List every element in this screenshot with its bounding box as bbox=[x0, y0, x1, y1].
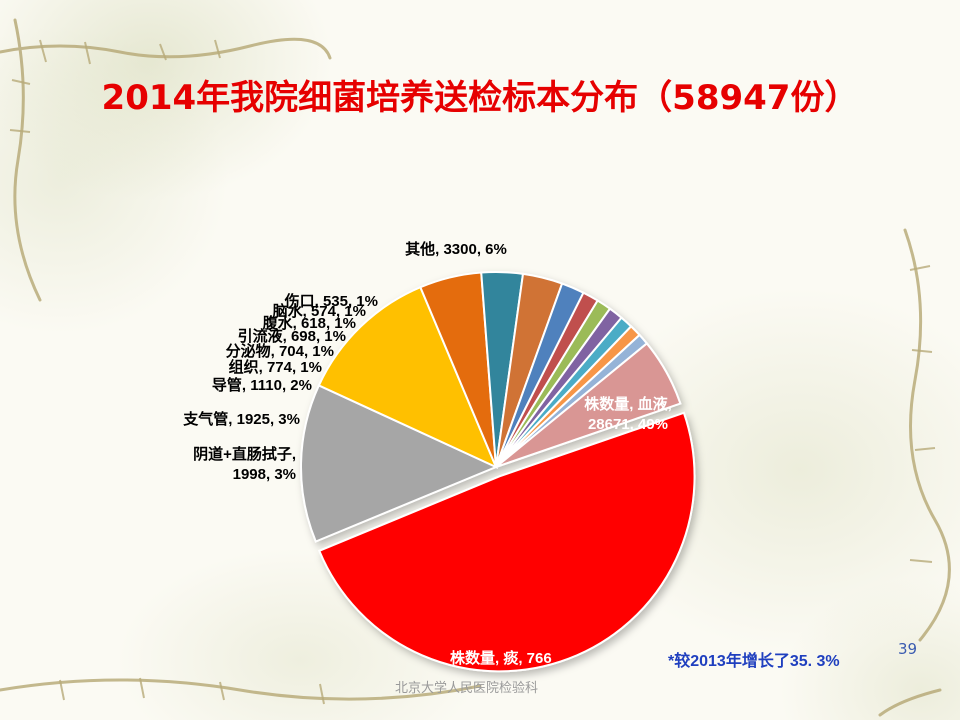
pie-slices bbox=[300, 271, 696, 673]
pie-slice-1 bbox=[318, 411, 696, 673]
page-title: 2014年我院细菌培养送检标本分布（58947份） bbox=[101, 78, 859, 118]
footer-text: 北京大学人民医院检验科 bbox=[395, 681, 539, 696]
data-label-13-line-1: 伤口, 535, 1% bbox=[284, 292, 378, 310]
data-label-1-line-1: 株数量, 血液, bbox=[584, 395, 672, 413]
data-label-2-line-1: 株数量, 痰, 766 bbox=[450, 649, 552, 667]
data-label-14-line-1: 其他, 3300, 6% bbox=[405, 240, 507, 258]
data-label-8-line-1: 组织, 774, 1% bbox=[229, 358, 322, 376]
pie-slice-14 bbox=[495, 342, 682, 468]
data-label-1-line-2: 28671, 49% bbox=[588, 416, 668, 433]
data-label-10-line-1: 引流液, 698, 1% bbox=[238, 327, 346, 345]
pie-slice-2 bbox=[300, 384, 499, 543]
data-label-6-line-1: 支气管, 1925, 3% bbox=[182, 410, 300, 428]
growth-note: *较2013年增长了35. 3% bbox=[668, 653, 840, 670]
data-label-5-line-2: 1998, 3% bbox=[233, 466, 296, 483]
data-label-11-line-1: 腹水, 618, 1% bbox=[263, 314, 356, 332]
page-number: 39 bbox=[898, 640, 918, 658]
pie-slice-3 bbox=[317, 285, 498, 469]
data-label-7-line-1: 导管, 1110, 2% bbox=[212, 376, 312, 394]
data-label-5-line-1: 阴道+直肠拭子, bbox=[193, 445, 296, 463]
data-label-12-line-1: 脑水, 574, 1% bbox=[273, 302, 366, 320]
data-label-9-line-1: 分泌物, 704, 1% bbox=[226, 342, 334, 360]
